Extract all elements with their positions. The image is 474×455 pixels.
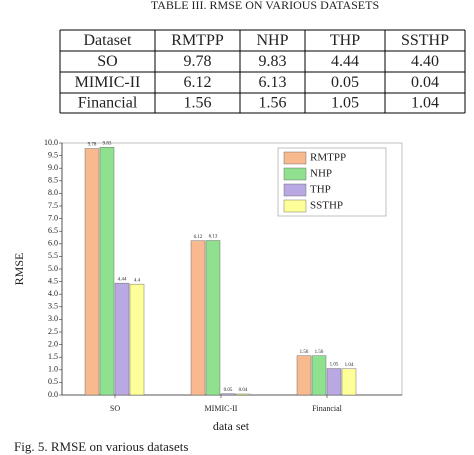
bar (205, 240, 221, 396)
legend-label: SSTHP (310, 200, 343, 212)
table-header-cell: Dataset (84, 32, 133, 49)
y-tick-label: 9.5 (48, 150, 58, 159)
x-axis-title: data set (213, 419, 250, 433)
x-tick-label: MIMIC-II (205, 404, 238, 413)
y-tick-label: 10.0 (44, 138, 58, 147)
table-cell: 4.40 (411, 53, 439, 70)
y-tick-label: 2.5 (48, 327, 58, 336)
data-label: 1.05 (330, 363, 339, 368)
y-tick-label: 5.0 (48, 264, 58, 273)
data-label: 0.04 (239, 388, 248, 393)
table-title: TABLE III. RMSE ON VARIOUS DATASETS (151, 0, 379, 12)
y-tick-label: 4.5 (48, 276, 58, 285)
table-header-cell: SSTHP (401, 32, 449, 49)
bar (326, 368, 342, 396)
table-header-cell: RMTPP (171, 32, 224, 49)
table-cell: 1.05 (331, 95, 359, 112)
y-tick-label: 1.0 (48, 365, 58, 374)
bar (220, 393, 236, 396)
bar (311, 355, 327, 396)
y-tick-label: 9.0 (48, 163, 58, 172)
table-cell: 6.13 (259, 74, 287, 91)
y-tick-label: 5.5 (48, 251, 58, 260)
y-axis-title: RMSE (12, 253, 26, 286)
y-tick-label: 6.0 (48, 239, 58, 248)
y-tick-label: 4.0 (48, 289, 58, 298)
y-tick-label: 7.0 (48, 213, 58, 222)
data-label: 1.56 (315, 350, 324, 355)
legend-label: THP (310, 184, 331, 196)
table-cell: SO (97, 53, 117, 70)
legend-label: NHP (310, 168, 332, 180)
y-tick-label: 0.5 (48, 377, 58, 386)
x-tick-label: Financial (312, 404, 343, 413)
table-cell: 0.04 (411, 74, 439, 91)
data-label: 9.78 (88, 143, 97, 148)
data-label: 1.04 (345, 363, 354, 368)
figure-caption: Fig. 5. RMSE on various datasets (14, 439, 188, 454)
data-label: 4.4 (134, 278, 141, 283)
bar (129, 283, 145, 396)
table-cell: 6.12 (184, 74, 212, 91)
legend-swatch (283, 199, 307, 213)
y-tick-label: 1.5 (48, 352, 58, 361)
table-cell: 0.05 (331, 74, 359, 91)
data-label: 6.12 (194, 235, 203, 240)
table-cell: 1.56 (259, 95, 287, 112)
y-tick-label: 8.0 (48, 188, 58, 197)
table-header-cell: THP (330, 32, 360, 49)
data-label: 4.44 (118, 277, 127, 282)
y-tick-label: 3.5 (48, 302, 58, 311)
y-tick-label: 6.5 (48, 226, 58, 235)
table-cell: 1.56 (184, 95, 212, 112)
y-tick-label: 8.5 (48, 176, 58, 185)
data-label: 6.13 (209, 235, 218, 240)
legend-swatch (283, 183, 307, 197)
table-cell: 9.78 (184, 53, 212, 70)
legend-swatch (283, 151, 307, 165)
table-cell: MIMIC-II (75, 74, 141, 91)
table-header-cell: NHP (256, 32, 288, 49)
y-tick-label: 0.0 (48, 390, 58, 399)
data-label: 9.83 (103, 141, 112, 146)
table-cell: 1.04 (411, 95, 439, 112)
bar (235, 393, 251, 396)
table-cell: 4.44 (331, 53, 359, 70)
legend-swatch (283, 167, 307, 181)
x-tick-label: SO (110, 404, 120, 413)
y-tick-label: 7.5 (48, 201, 58, 210)
bar (296, 355, 312, 396)
data-label: 1.56 (300, 350, 309, 355)
table-cell: 9.83 (259, 53, 287, 70)
y-tick-label: 2.0 (48, 339, 58, 348)
legend-label: RMTPP (310, 152, 346, 164)
bar (341, 368, 357, 396)
table-cell: Financial (78, 95, 138, 112)
bar (99, 147, 115, 396)
y-tick-label: 3.0 (48, 314, 58, 323)
bar (190, 240, 206, 396)
data-label: 0.05 (224, 388, 233, 393)
bar (84, 148, 100, 396)
bar (114, 282, 130, 396)
